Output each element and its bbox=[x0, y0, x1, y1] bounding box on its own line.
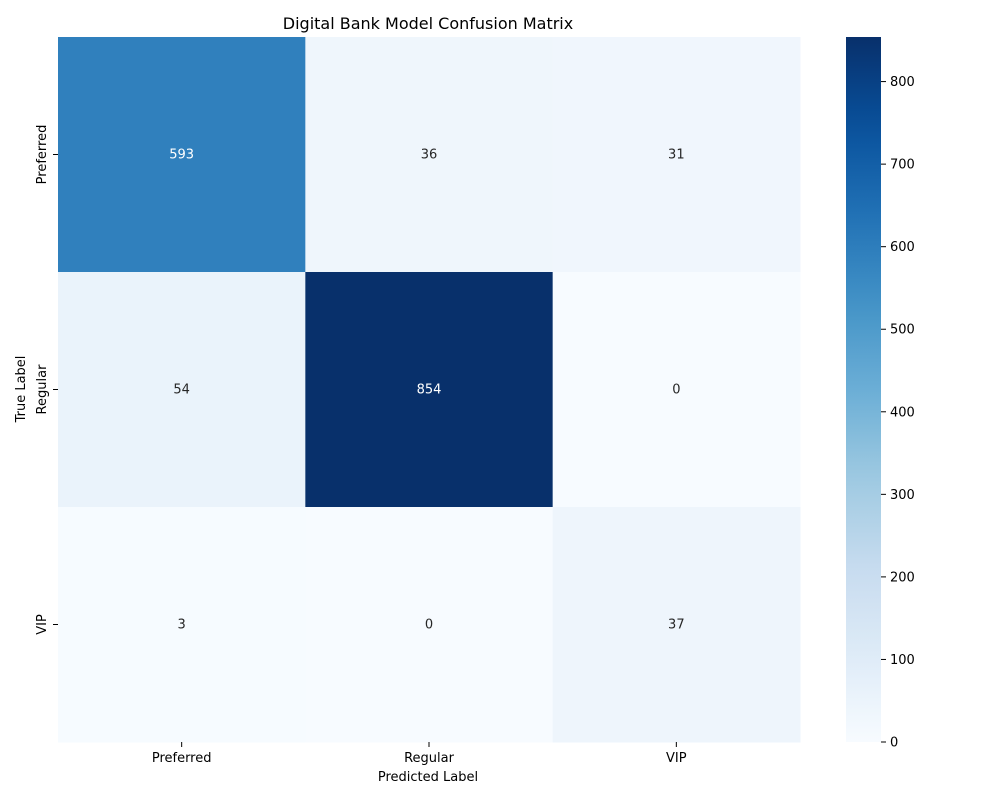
cell-value-label: 3 bbox=[178, 618, 186, 633]
cell-value-label: 0 bbox=[425, 618, 433, 633]
heatmap-cells bbox=[58, 37, 801, 743]
colorbar-tick-label: 300 bbox=[890, 488, 915, 503]
heatmap-cell-vip-vip bbox=[552, 507, 801, 743]
y-tick-label-regular: Regular bbox=[35, 364, 50, 415]
heatmap-cell-preferred-vip bbox=[552, 37, 801, 273]
colorbar-tick-label: 0 bbox=[890, 736, 898, 751]
heatmap-cell-preferred-preferred bbox=[58, 37, 306, 273]
x-axis-label: Predicted Label bbox=[378, 770, 478, 785]
colorbar-gradient bbox=[846, 37, 881, 742]
x-tick-label-regular: Regular bbox=[404, 751, 455, 766]
cell-value-label: 37 bbox=[668, 618, 685, 633]
cell-value-label: 31 bbox=[668, 148, 685, 163]
y-tick-label-vip: VIP bbox=[35, 614, 50, 635]
colorbar-tick-label: 500 bbox=[890, 323, 915, 338]
heatmap-cell-regular-vip bbox=[552, 272, 801, 508]
heatmap-cell-vip-preferred bbox=[58, 507, 306, 743]
colorbar-tick-label: 200 bbox=[890, 570, 915, 585]
y-tick-label-preferred: Preferred bbox=[35, 125, 50, 185]
x-tick-label-preferred: Preferred bbox=[152, 751, 212, 766]
heatmap-cell-vip-regular bbox=[305, 507, 554, 743]
heatmap-annotations: 593 36 31 54 854 0 3 0 37 bbox=[169, 148, 684, 633]
heatmap-cell-regular-preferred bbox=[58, 272, 306, 508]
x-tick-label-vip: VIP bbox=[666, 751, 687, 766]
y-axis-label: True Label bbox=[14, 356, 29, 424]
cell-value-label: 593 bbox=[169, 148, 194, 163]
colorbar-tick-label: 600 bbox=[890, 240, 915, 255]
colorbar-tick-label: 100 bbox=[890, 653, 915, 668]
colorbar-tick-label: 400 bbox=[890, 405, 915, 420]
heatmap-cell-preferred-regular bbox=[305, 37, 554, 273]
cell-value-label: 0 bbox=[672, 383, 680, 398]
x-axis: Preferred Regular VIP bbox=[152, 742, 687, 766]
colorbar-tick-label: 800 bbox=[890, 75, 915, 90]
cell-value-label: 54 bbox=[173, 383, 190, 398]
chart-title: Digital Bank Model Confusion Matrix bbox=[283, 14, 573, 33]
cell-value-label: 36 bbox=[421, 148, 438, 163]
colorbar: 0 100 200 300 400 500 600 700 800 bbox=[846, 37, 915, 751]
heatmap-cell-regular-regular bbox=[305, 272, 554, 508]
colorbar-tick-label: 700 bbox=[890, 158, 915, 173]
y-axis: Preferred Regular VIP bbox=[35, 125, 58, 635]
cell-value-label: 854 bbox=[417, 383, 442, 398]
